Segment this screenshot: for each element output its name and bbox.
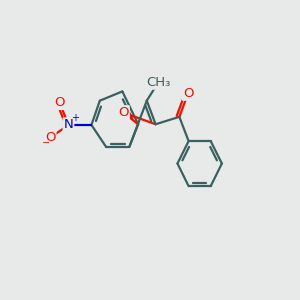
Text: +: + <box>71 113 79 123</box>
Text: O: O <box>118 106 129 119</box>
Text: O: O <box>54 96 65 109</box>
Text: −: − <box>42 138 50 148</box>
Text: N: N <box>64 118 73 131</box>
Text: O: O <box>45 131 56 144</box>
Text: O: O <box>183 87 194 100</box>
Text: CH₃: CH₃ <box>146 76 171 89</box>
